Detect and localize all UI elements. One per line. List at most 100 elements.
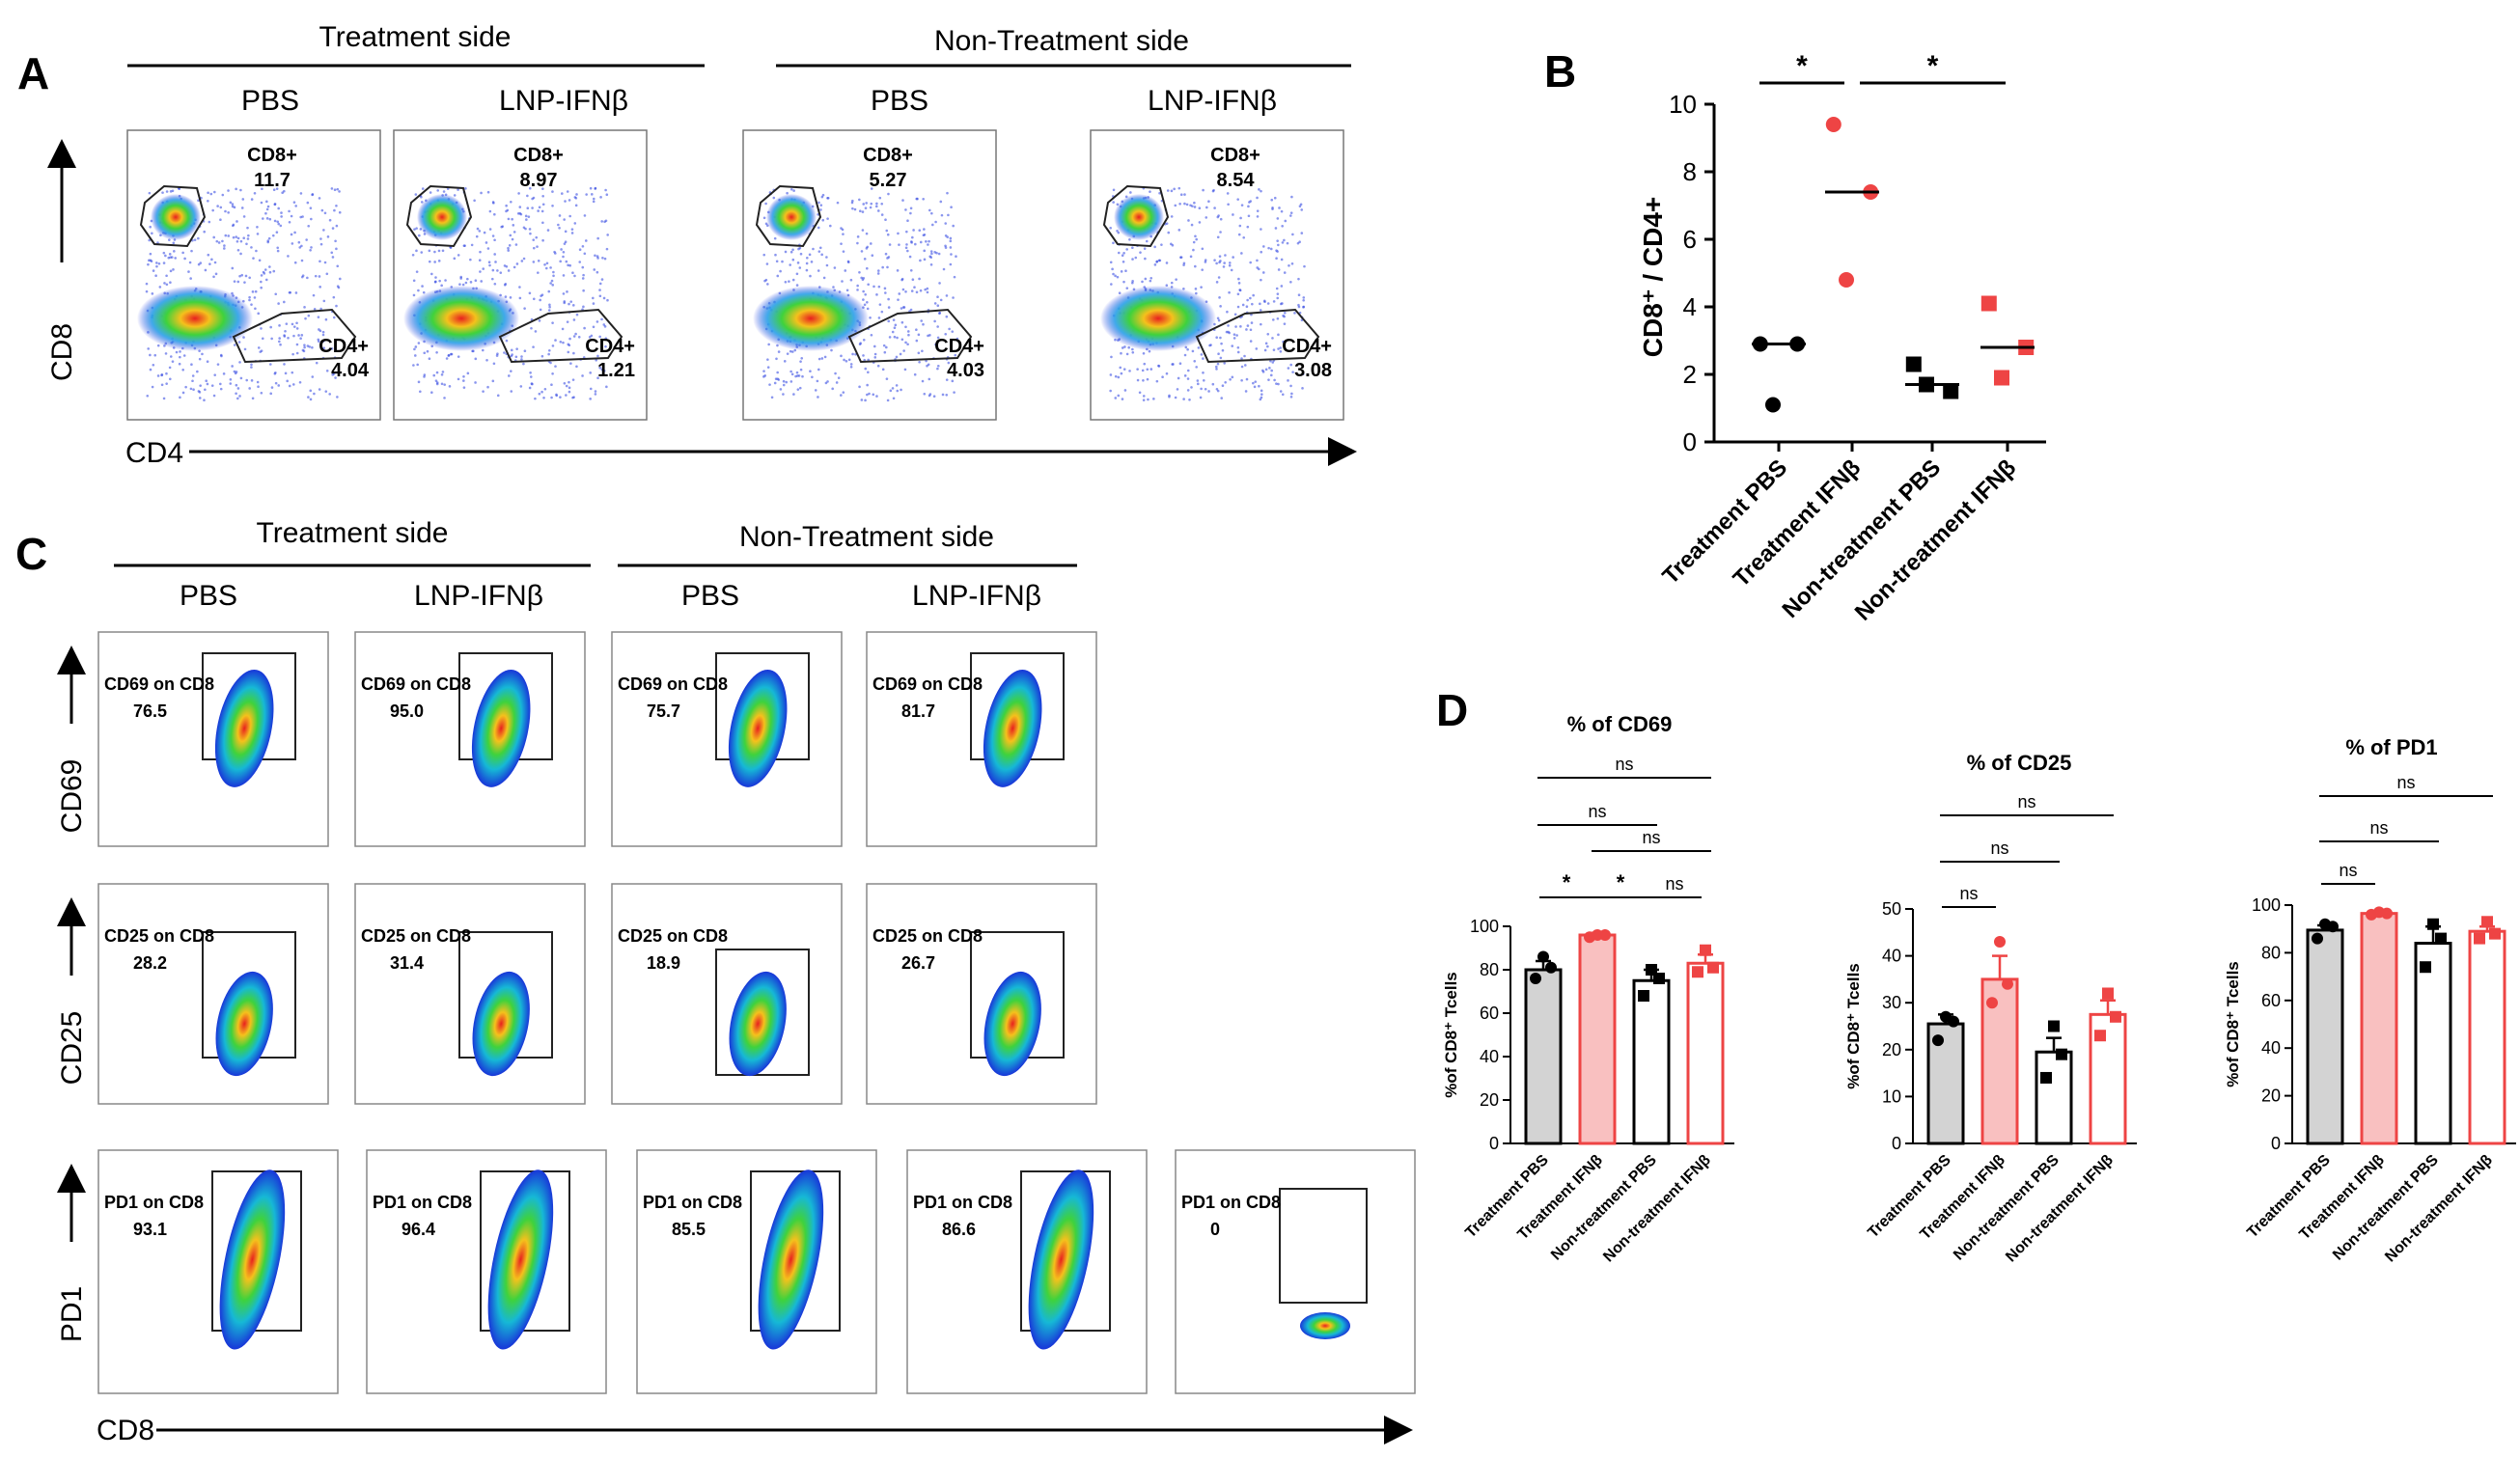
event-dot [900, 307, 903, 310]
event-dot [795, 272, 799, 276]
event-dot [458, 283, 461, 286]
gate-value: 0 [1210, 1220, 1220, 1239]
event-dot [1112, 272, 1115, 276]
event-dot [288, 209, 291, 213]
event-dot [866, 393, 869, 397]
event-dot [1232, 333, 1236, 336]
event-dot [1260, 389, 1263, 393]
event-dot [928, 208, 931, 212]
event-dot [519, 385, 523, 388]
event-dot [581, 277, 585, 280]
event-dot [1179, 256, 1182, 260]
event-dot [1205, 206, 1208, 209]
data-point [2048, 1020, 2060, 1032]
event-dot [844, 269, 847, 272]
event-dot [1291, 371, 1294, 373]
event-dot [555, 393, 558, 397]
event-dot [866, 307, 870, 311]
event-dot [514, 355, 518, 359]
event-dot [235, 239, 239, 243]
event-dot [805, 261, 809, 265]
event-dot [1258, 188, 1260, 191]
event-dot [1223, 362, 1227, 365]
event-dot [491, 234, 495, 237]
event-dot [798, 386, 802, 390]
gate-value: 28.2 [133, 953, 167, 973]
event-dot [512, 265, 516, 269]
event-dot [276, 246, 280, 250]
event-dot [799, 252, 803, 256]
event-dot [169, 269, 173, 273]
event-dot [1182, 261, 1186, 265]
event-dot [246, 237, 250, 240]
event-dot [1109, 226, 1112, 230]
event-dot [165, 274, 168, 278]
event-dot [231, 266, 235, 270]
gate-name: CD25 on CD8 [872, 926, 983, 946]
event-dot [199, 261, 203, 264]
event-dot [330, 347, 334, 350]
data-point [1943, 383, 1959, 399]
event-dot [515, 262, 519, 265]
event-dot [762, 370, 765, 372]
event-dot [882, 344, 886, 347]
event-dot [219, 218, 222, 222]
event-dot [493, 253, 496, 256]
event-dot [280, 215, 283, 218]
event-dot [1167, 231, 1171, 234]
event-dot [826, 380, 829, 383]
event-dot [532, 246, 536, 250]
event-dot [169, 281, 172, 285]
event-dot [283, 334, 286, 337]
event-dot [279, 224, 283, 228]
event-dot [581, 244, 585, 248]
panel-a: A Treatment side Non-Treatment side PBS … [17, 21, 1357, 469]
event-dot [1220, 397, 1224, 399]
event-dot [192, 388, 195, 392]
event-dot [569, 300, 573, 303]
event-dot [849, 365, 853, 369]
event-dot [291, 322, 294, 326]
event-dot [189, 387, 193, 391]
event-dot [870, 242, 872, 245]
data-point [1646, 964, 1657, 976]
gate-value: 95.0 [390, 701, 424, 721]
event-dot [534, 330, 538, 333]
event-dot [917, 351, 921, 355]
event-dot [278, 337, 281, 340]
event-dot [1112, 201, 1115, 204]
event-dot [1253, 385, 1257, 389]
event-dot [247, 234, 250, 237]
gate-value: 76.5 [133, 701, 167, 721]
event-dot [303, 344, 306, 346]
event-dot [1270, 369, 1273, 372]
event-dot [1128, 238, 1131, 241]
event-dot [510, 370, 512, 372]
panel-c-letter: C [15, 529, 47, 579]
event-dot [919, 240, 923, 244]
event-dot [1219, 231, 1222, 234]
event-dot [299, 192, 303, 195]
data-point [2373, 906, 2385, 919]
event-dot [821, 218, 825, 222]
event-dot [434, 280, 437, 284]
event-dot [510, 348, 513, 352]
event-dot [1226, 310, 1229, 314]
event-dot [527, 215, 531, 218]
gate-value: 75.7 [647, 701, 680, 721]
event-dot [842, 391, 845, 394]
event-dot [457, 188, 459, 191]
event-dot [817, 226, 820, 230]
event-dot [434, 379, 438, 382]
bar [2360, 912, 2398, 1145]
event-dot [172, 241, 176, 245]
event-dot [547, 309, 551, 312]
event-dot [872, 344, 876, 348]
event-dot [881, 265, 884, 269]
event-dot [442, 190, 446, 193]
event-dot [1278, 206, 1281, 209]
event-dot [266, 240, 270, 244]
event-dot [551, 344, 555, 347]
data-point [1537, 950, 1549, 963]
